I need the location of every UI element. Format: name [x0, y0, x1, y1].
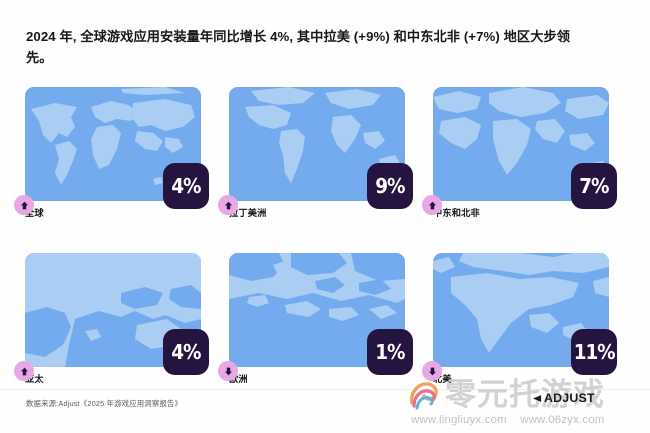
region-card-world[interactable]: 全球 4%: [14, 87, 209, 218]
source-note: 数据来源:Adjust《2025 年游戏应用洞察报告》: [26, 399, 182, 408]
map-thumbnail-namerica: [433, 253, 609, 367]
region-label: 亚太: [25, 374, 44, 384]
arrow-up-icon: [14, 361, 34, 381]
region-label: 中东和北非: [433, 208, 480, 218]
growth-value: 11%: [573, 340, 616, 364]
growth-badge: 4%: [163, 163, 209, 209]
region-card-latam[interactable]: 拉丁美洲 9%: [218, 87, 413, 218]
region-label: 全球: [25, 208, 44, 218]
footer-divider: [0, 389, 650, 390]
region-card-europe[interactable]: 欧洲 1%: [218, 253, 413, 384]
map-thumbnail-world: [25, 87, 201, 201]
namerica-map-icon: [433, 253, 609, 367]
arrow-up-icon: [218, 195, 238, 215]
growth-value: 7%: [579, 174, 609, 198]
region-card-grid: 全球 4%: [14, 87, 625, 384]
region-label: 北美: [433, 374, 452, 384]
adjust-logo: ADJUST: [533, 391, 595, 405]
growth-value: 9%: [375, 174, 405, 198]
region-label: 拉丁美洲: [229, 208, 267, 218]
arrow-down-icon: [422, 361, 442, 381]
growth-value: 4%: [171, 174, 201, 198]
region-card-namerica[interactable]: 北美 11%: [422, 253, 617, 384]
world-map-icon: [25, 87, 201, 201]
region-card-mena[interactable]: 中东和北非 7%: [422, 87, 617, 218]
map-thumbnail-europe: [229, 253, 405, 367]
arrow-up-icon: [14, 195, 34, 215]
growth-value: 4%: [171, 340, 201, 364]
adjust-triangle-icon: [533, 394, 542, 402]
growth-badge: 7%: [571, 163, 617, 209]
map-thumbnail-mena: [433, 87, 609, 201]
adjust-wordmark: ADJUST: [544, 391, 595, 405]
region-card-apac[interactable]: 亚太 4%: [14, 253, 209, 384]
region-label: 欧洲: [229, 374, 248, 384]
growth-badge: 1%: [367, 329, 413, 375]
watermark-url-2: www.06zyx.com: [520, 414, 605, 426]
growth-badge: 4%: [163, 329, 209, 375]
arrow-up-icon: [422, 195, 442, 215]
growth-badge: 9%: [367, 163, 413, 209]
title-block: 2024 年, 全球游戏应用安装量年同比增长 4%, 其中拉美 (+9%) 和中…: [26, 26, 582, 69]
europe-map-icon: [229, 253, 405, 367]
arrow-down-icon: [218, 361, 238, 381]
growth-value: 1%: [375, 340, 405, 364]
watermark-url-1: www.lingliuyx.com: [411, 414, 507, 426]
growth-badge: 11%: [571, 329, 617, 375]
watermark-urls: www.lingliuyx.com www.06zyx.com: [411, 414, 650, 426]
page-title: 2024 年, 全球游戏应用安装量年同比增长 4%, 其中拉美 (+9%) 和中…: [26, 29, 571, 66]
